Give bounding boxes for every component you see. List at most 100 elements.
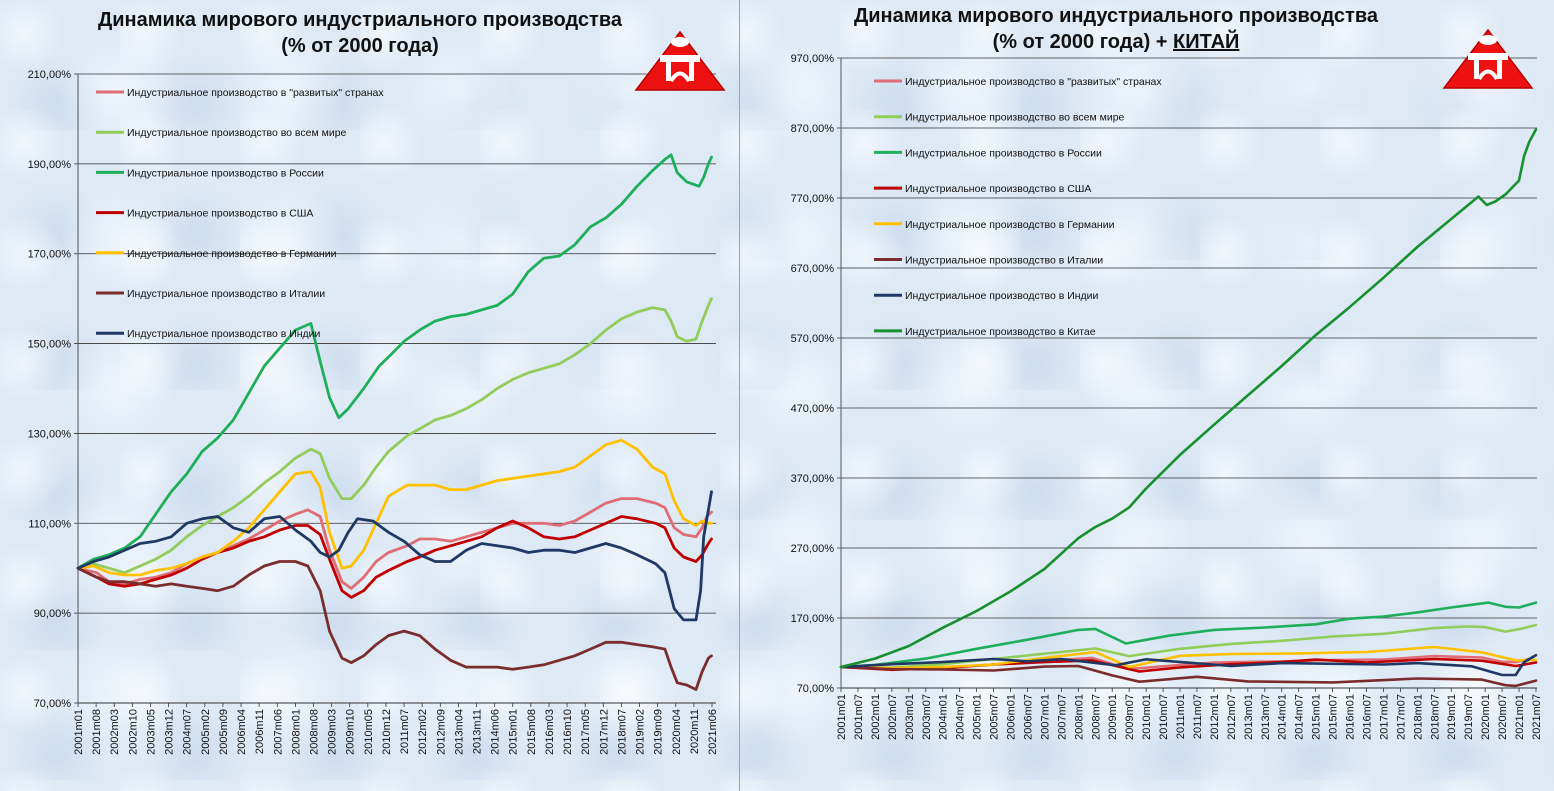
x-tick-label: 2015m07	[1328, 694, 1340, 740]
x-tick-label: 2020m11	[689, 709, 701, 754]
x-tick-label: 2012m01	[1209, 694, 1221, 740]
y-tick-label: 670,00%	[791, 263, 835, 275]
y-tick-label: 210,00%	[28, 69, 72, 81]
right-chart-svg: 70,00% 170,00% 270,00% 370,00% 470,00% 570,00…	[791, 53, 1543, 740]
x-tick-label: 2017m12	[598, 709, 610, 755]
x-tick-label: 2006m04	[236, 709, 248, 755]
x-tick-label: 2006m01	[1006, 694, 1018, 740]
left-chart-panel: Динамика мирового индустриального произв…	[0, 0, 740, 791]
series-line	[839, 601, 1538, 669]
x-tick-label: 2007m06	[272, 709, 284, 755]
right-chart-panel: Динамика мирового индустриального произв…	[741, 0, 1554, 791]
x-tick-label: 2005m07	[989, 694, 1001, 740]
y-tick-label: 190,00%	[28, 159, 72, 171]
y-tick-label: 770,00%	[791, 193, 835, 205]
x-tick-label: 2020m04	[671, 709, 683, 755]
x-tick-label: 2001m08	[91, 709, 103, 755]
x-tick-label: 2004m07	[955, 694, 967, 740]
legend-entry: Индустриальное производство в Индии	[905, 290, 1099, 302]
x-tick-label: 2014m01	[1277, 694, 1289, 740]
panel-divider	[739, 0, 740, 791]
series-line	[76, 297, 713, 575]
x-tick-label: 2019m09	[653, 709, 665, 755]
x-tick-label: 2021m06	[707, 709, 719, 755]
x-tick-label: 2012m02	[417, 709, 429, 755]
x-tick-label: 2003m01	[904, 694, 916, 740]
y-tick-label: 130,00%	[28, 428, 72, 440]
legend-entry: Индустриальное производство в Китае	[905, 326, 1096, 338]
x-tick-label: 2016m10	[562, 709, 574, 755]
x-tick-label: 2012m07	[1226, 694, 1238, 740]
x-tick-label: 2002m01	[870, 694, 882, 740]
x-tick-label: 2006m11	[254, 709, 266, 754]
x-tick-label: 2011m07	[399, 709, 411, 754]
red-logo-icon	[1442, 28, 1534, 89]
series-line	[76, 490, 713, 622]
series-line	[76, 515, 713, 599]
x-tick-label: 2004m01	[938, 694, 950, 740]
legend-entry: Индустриальное производство в Индии	[127, 328, 321, 340]
legend-entry: Индустриальное производство в Германии	[127, 248, 337, 260]
x-tick-label: 2010m12	[381, 709, 393, 755]
x-tick-label: 2003m07	[921, 694, 933, 740]
x-tick-label: 2010m05	[363, 709, 375, 755]
y-tick-label: 870,00%	[791, 123, 835, 135]
legend-entry: Индустриальное производство в "развитых"…	[905, 76, 1162, 88]
x-tick-label: 2002m10	[127, 709, 139, 755]
x-tick-label: 2019m02	[635, 709, 647, 755]
x-tick-label: 2013m07	[1260, 694, 1272, 740]
left-chart-svg: 70,00% 90,00% 110,00% 130,00% 150,00% 170,00%…	[28, 69, 719, 755]
left-chart-title-line1: Динамика мирового индустриального произв…	[97, 9, 622, 31]
x-tick-label: 2012m09	[435, 709, 447, 755]
x-tick-label: 2017m05	[580, 709, 592, 755]
x-tick-label: 2016m01	[1345, 694, 1357, 740]
y-tick-label: 270,00%	[791, 543, 835, 555]
x-tick-label: 2008m01	[1073, 694, 1085, 740]
x-tick-label: 2015m01	[1311, 694, 1323, 740]
legend-entry: Индустриальное производство в России	[905, 147, 1102, 159]
x-tick-label: 2005m02	[200, 709, 212, 755]
y-tick-label: 150,00%	[28, 339, 72, 351]
x-tick-label: 2009m07	[1124, 694, 1136, 740]
legend-entry: Индустриальное производство в "развитых"…	[127, 87, 384, 99]
right-chart-title-line1: Динамика мирового индустриального произв…	[853, 5, 1378, 27]
x-tick-label: 2021m07	[1531, 694, 1543, 740]
x-tick-label: 2010m01	[1141, 694, 1153, 740]
x-tick-label: 2001m01	[836, 694, 848, 740]
left-chart-subtitle: (% от 2000 года)	[281, 35, 439, 57]
x-tick-label: 2003m12	[164, 709, 176, 755]
x-tick-label: 2015m01	[508, 709, 520, 755]
right-chart-subtitle-text: (% от 2000 года) +	[992, 31, 1174, 53]
x-tick-label: 2015m08	[526, 709, 538, 755]
x-tick-label: 2008m01	[290, 709, 302, 755]
x-tick-label: 2016m07	[1361, 694, 1373, 740]
series-line	[76, 438, 713, 577]
series-line	[839, 645, 1538, 670]
y-tick-label: 570,00%	[791, 333, 835, 345]
x-tick-label: 2007m01	[1039, 694, 1051, 740]
x-tick-label: 2017m01	[1378, 694, 1390, 740]
x-tick-label: 2016m03	[544, 709, 556, 755]
x-tick-label: 2018m07	[616, 709, 628, 755]
x-tick-label: 2002m07	[887, 694, 899, 740]
x-tick-label: 2009m01	[1107, 694, 1119, 740]
x-tick-label: 2008m07	[1090, 694, 1102, 740]
x-tick-label: 2018m01	[1412, 694, 1424, 740]
x-tick-label: 2008m08	[308, 709, 320, 755]
legend-entry: Индустриальное производство в США	[905, 183, 1091, 195]
legend-entry: Индустриальное производство во всем мире	[905, 112, 1125, 124]
series-line	[839, 128, 1538, 669]
x-tick-label: 2005m01	[972, 694, 984, 740]
right-chart-subtitle: (% от 2000 года) + КИТАЙ	[796, 29, 1436, 55]
y-tick-label: 970,00%	[791, 53, 835, 65]
y-tick-label: 110,00%	[28, 518, 71, 530]
left-chart-title: Динамика мирового индустриального произв…	[60, 7, 660, 59]
right-chart-subtitle-emphasis: КИТАЙ	[1173, 31, 1240, 53]
x-tick-label: 2004m07	[182, 709, 194, 755]
legend-entry: Индустриальное производство в Германии	[905, 219, 1115, 231]
x-tick-label: 2019m07	[1463, 694, 1475, 740]
x-tick-label: 2020m01	[1480, 694, 1492, 740]
x-tick-label: 2019m01	[1446, 694, 1458, 740]
legend-entry: Индустриальное производство в Италии	[127, 288, 325, 300]
series-line	[76, 560, 713, 691]
